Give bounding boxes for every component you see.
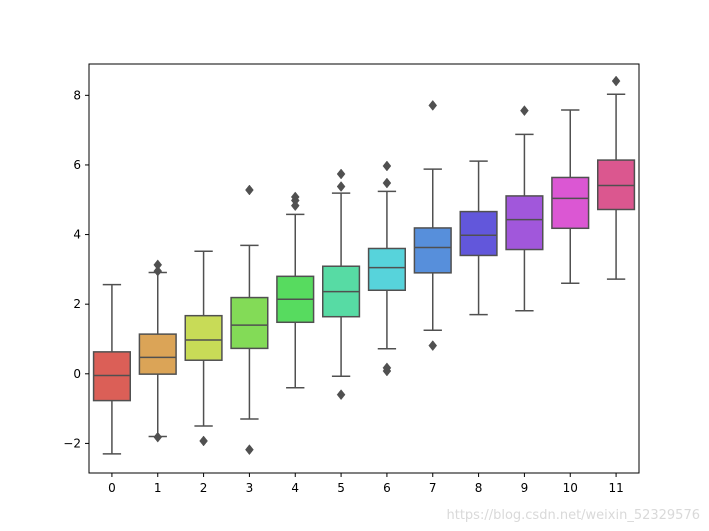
- box-iqr: [230, 296, 269, 350]
- outlier-point: [245, 444, 254, 456]
- y-tick-label: 0: [73, 367, 81, 381]
- box-iqr: [551, 176, 590, 230]
- box-iqr: [138, 333, 177, 375]
- x-tick-label: 10: [563, 481, 578, 495]
- x-tick-label: 2: [200, 481, 208, 495]
- x-tick-label: 3: [246, 481, 254, 495]
- outlier-point: [336, 181, 346, 192]
- outlier-point: [382, 160, 392, 172]
- x-tick-label: 4: [291, 481, 299, 495]
- box-iqr: [459, 210, 498, 257]
- outlier-point: [520, 105, 529, 117]
- box-group-7: [413, 100, 452, 352]
- x-tick-label: 11: [608, 481, 623, 495]
- box-group-3: [230, 184, 269, 456]
- x-tick-label: 5: [337, 481, 345, 495]
- box-group-10: [551, 109, 590, 285]
- y-tick-label: −2: [63, 436, 81, 450]
- y-tick-label: 8: [73, 88, 81, 102]
- x-tick-label: 6: [383, 481, 391, 495]
- outlier-point: [199, 435, 208, 447]
- x-tick-label: 8: [475, 481, 483, 495]
- outlier-point: [428, 100, 438, 111]
- outlier-point: [336, 389, 346, 401]
- box-group-11: [597, 75, 636, 280]
- box-group-2: [184, 250, 223, 447]
- outlier-point: [382, 177, 392, 189]
- box-group-1: [138, 259, 177, 443]
- outlier-point: [290, 200, 300, 212]
- y-axis: −2 0 2 4 6 8: [63, 88, 89, 450]
- box-group-8: [459, 160, 498, 316]
- box-iqr: [184, 314, 223, 361]
- outlier-point: [153, 265, 163, 277]
- outlier-point: [382, 365, 392, 377]
- y-tick-label: 6: [73, 158, 81, 172]
- box-iqr: [505, 195, 544, 251]
- box-group-6: [367, 160, 407, 377]
- outlier-point: [428, 340, 438, 352]
- x-tick-label: 0: [108, 481, 116, 495]
- box-iqr: [413, 227, 452, 274]
- box-iqr: [367, 247, 407, 292]
- box-group-9: [505, 105, 544, 312]
- x-tick-label: 9: [521, 481, 529, 495]
- outlier-point: [336, 168, 346, 180]
- box-group-5: [322, 168, 361, 401]
- plot-area: [92, 75, 636, 456]
- x-tick-label: 7: [429, 481, 437, 495]
- watermark-text: https://blog.csdn.net/weixin_52329576: [446, 508, 700, 523]
- x-axis: 0 1 2 3 4 5 6 7 8 9 10 11: [108, 473, 624, 495]
- box-group-4: [276, 191, 315, 389]
- x-tick-label: 1: [154, 481, 162, 495]
- axes-frame: [88, 63, 640, 474]
- outlier-point: [245, 184, 254, 196]
- outlier-point: [611, 75, 621, 87]
- y-tick-label: 4: [73, 228, 81, 242]
- box-group-0: [92, 283, 132, 455]
- outlier-point: [153, 431, 163, 443]
- y-tick-label: 2: [73, 297, 81, 311]
